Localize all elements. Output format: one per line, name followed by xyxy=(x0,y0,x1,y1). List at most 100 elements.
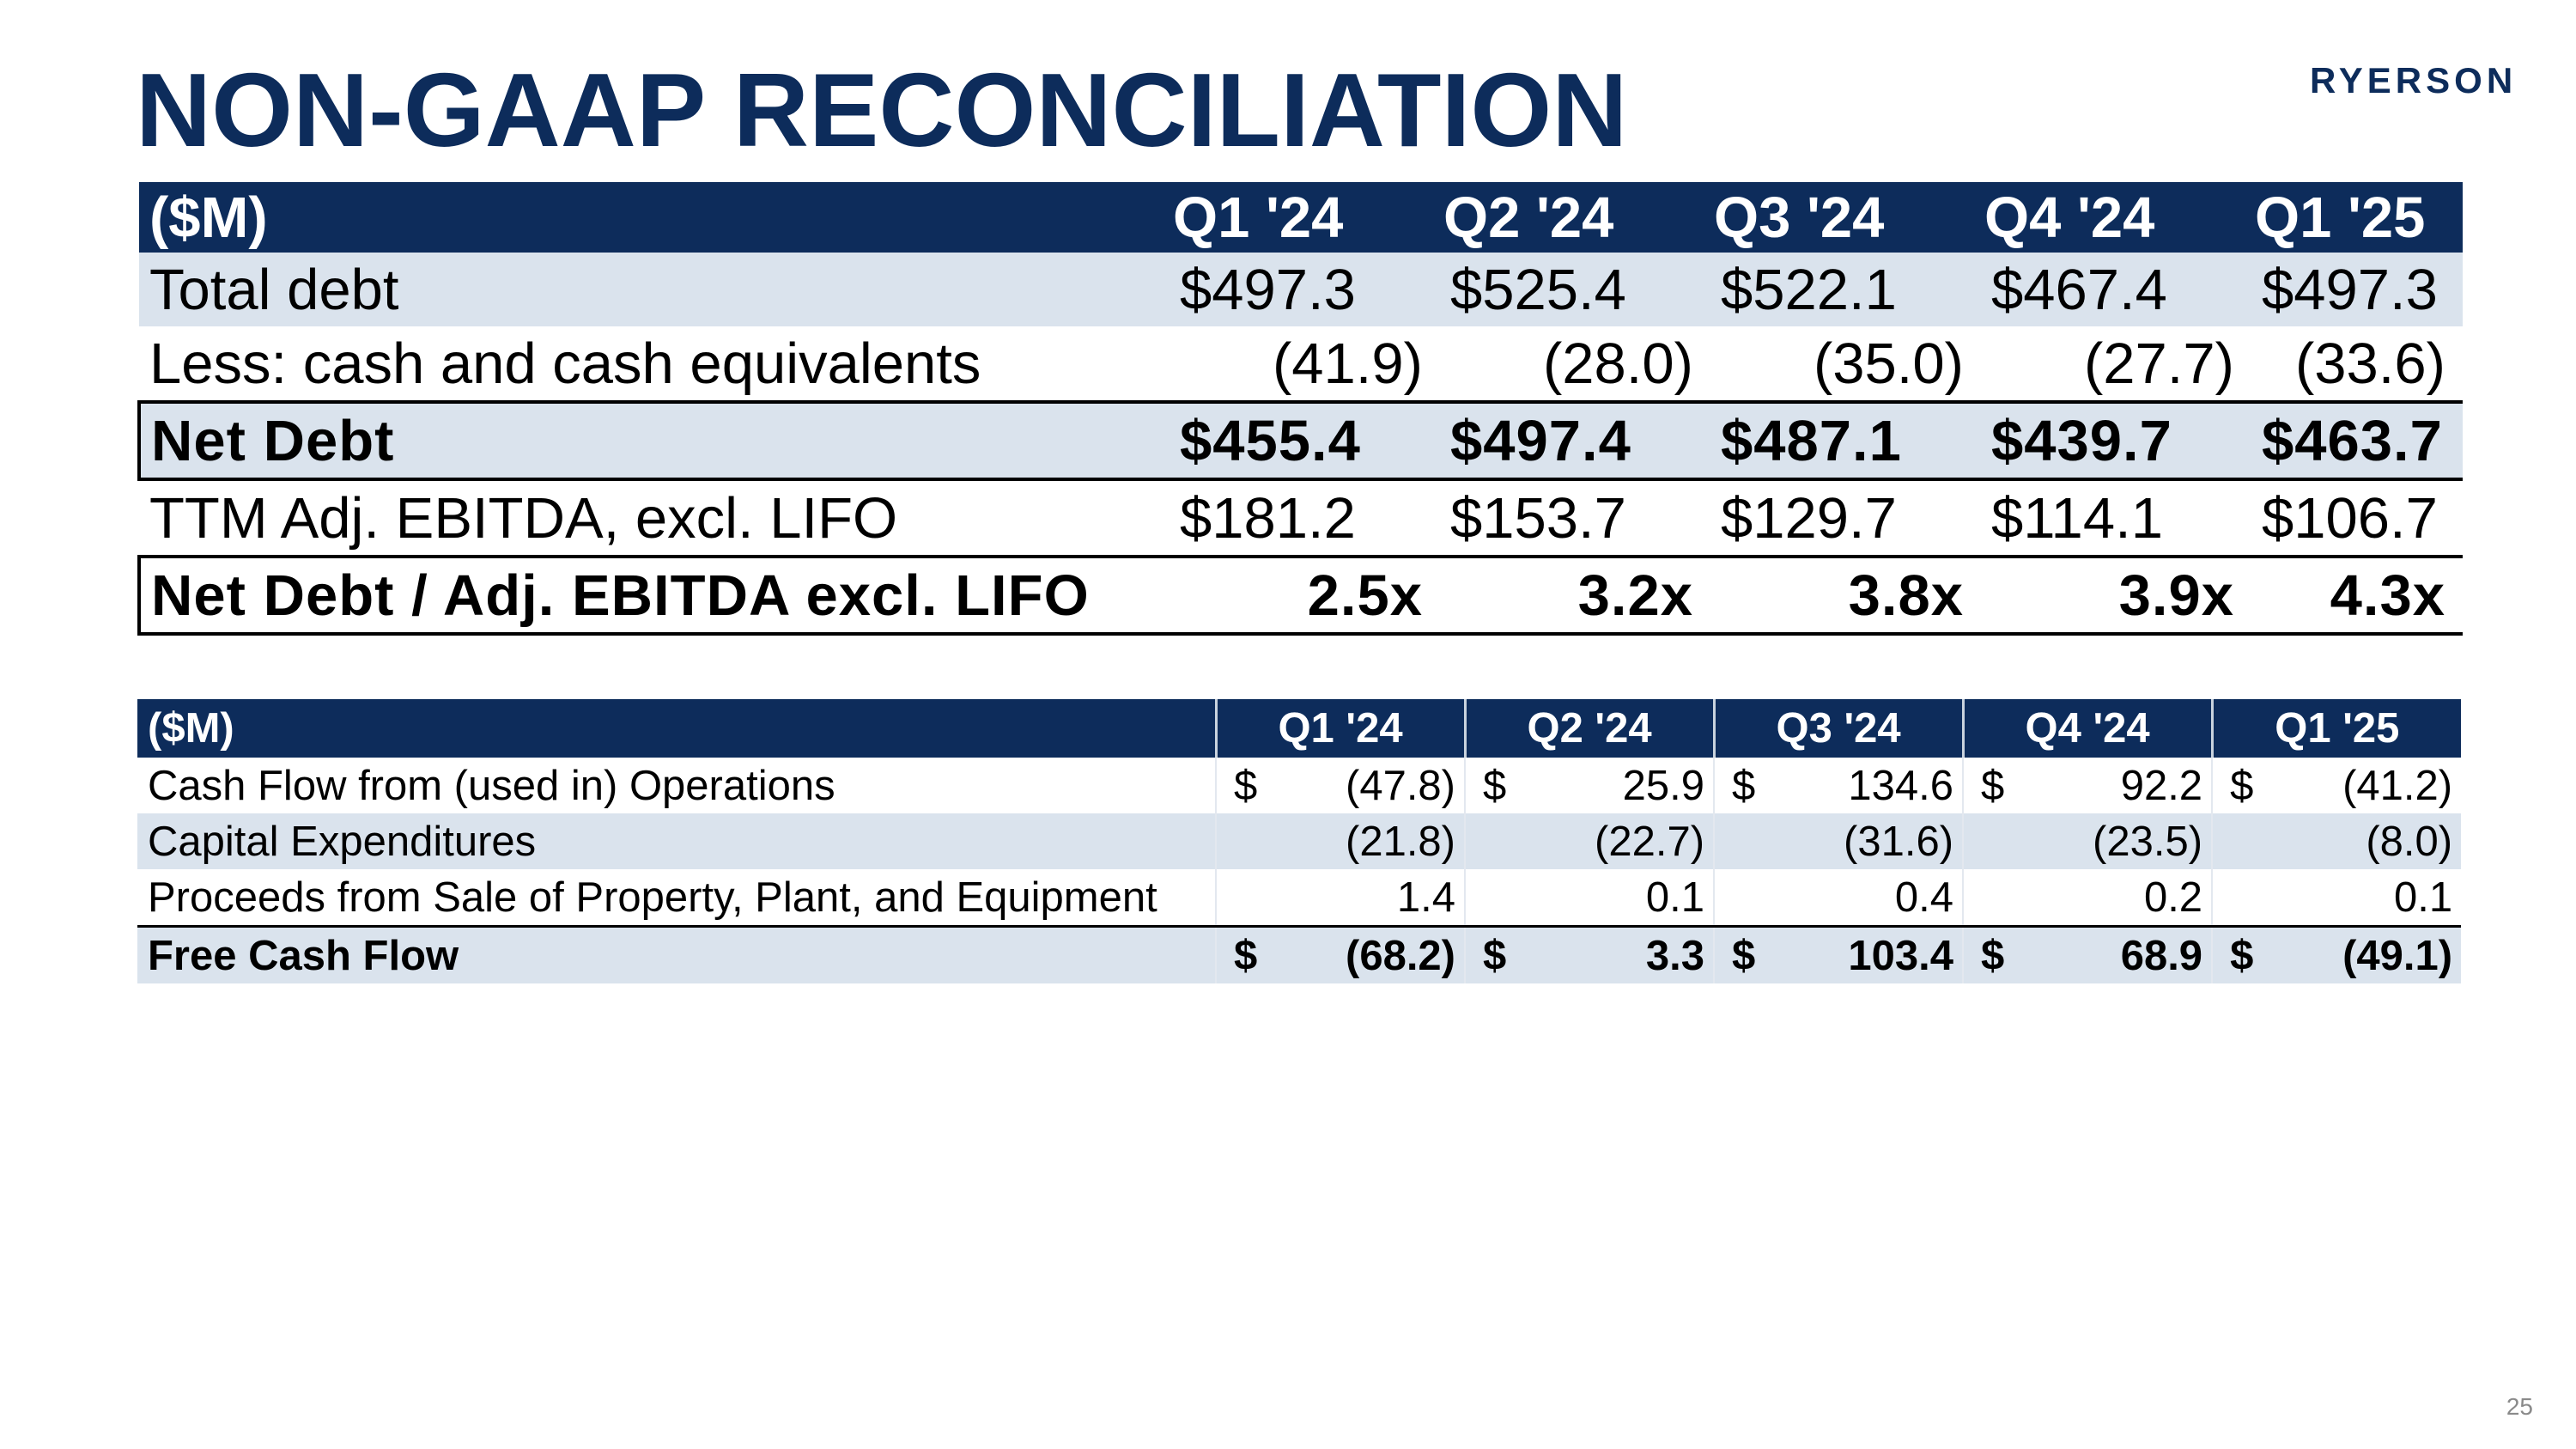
table-row-free-cash-flow: Free Cash Flow $ (68.2) $ 3.3 $ 103.4 $ … xyxy=(137,925,2462,983)
column-header-units: ($M) xyxy=(149,185,268,250)
cell-value: $487.1 xyxy=(1710,400,1981,481)
currency-symbol: $ xyxy=(1713,925,1766,983)
cell-value: (33.6) xyxy=(2294,331,2445,396)
column-header-q3-24: Q3 '24 xyxy=(1714,185,1885,250)
column-header-q1-24: Q1 '24 xyxy=(1173,185,1344,250)
cell-value: $525.4 xyxy=(1450,257,1626,322)
currency-symbol xyxy=(1215,813,1267,869)
cell-value: (8.0) xyxy=(2366,818,2453,865)
cell-value: $463.7 xyxy=(2251,400,2463,481)
cell-value: (21.8) xyxy=(1346,818,1456,865)
row-label: TTM Adj. EBITDA, excl. LIFO xyxy=(149,485,898,551)
cell-value: 3.3 xyxy=(1516,925,1715,983)
cell-value: $455.4 xyxy=(1170,400,1440,481)
page-title: NON-GAAP RECONCILIATION xyxy=(136,52,1628,168)
cell-value: 0.4 xyxy=(1894,874,1954,921)
cell-value: $497.3 xyxy=(1180,257,1356,322)
cell-value: 0.1 xyxy=(1645,874,1705,921)
currency-symbol: $ xyxy=(1215,925,1267,983)
cell-value: $439.7 xyxy=(1981,400,2251,481)
table-row: Proceeds from Sale of Property, Plant, a… xyxy=(137,869,2461,927)
cell-value: $497.3 xyxy=(2262,257,2438,322)
cell-value: 1.4 xyxy=(1396,874,1456,921)
cell-value: (41.2) xyxy=(2342,762,2453,809)
cell-value: 103.4 xyxy=(1765,925,1964,983)
currency-symbol: $ xyxy=(1464,758,1517,813)
currency-symbol: $ xyxy=(1215,758,1267,813)
cell-value: $467.4 xyxy=(1991,257,2167,322)
table-row-net-debt: Net Debt $455.4 $497.4 $487.1 $439.7 $46… xyxy=(137,400,2463,481)
cell-value: $153.7 xyxy=(1450,485,1626,551)
currency-symbol xyxy=(1464,869,1517,927)
cell-value: $114.1 xyxy=(1991,485,2163,551)
cell-value: (49.1) xyxy=(2263,925,2462,983)
row-label: Free Cash Flow xyxy=(137,925,1216,983)
cell-value: (22.7) xyxy=(1595,818,1705,865)
table-header-row: ($M) Q1 '24 Q2 '24 Q3 '24 Q4 '24 Q1 '25 xyxy=(139,182,2463,253)
table-header-row: ($M) Q1 '24 Q2 '24 Q3 '24 Q4 '24 Q1 '25 xyxy=(137,699,2462,758)
cell-value: (23.5) xyxy=(2093,818,2203,865)
row-label: Total debt xyxy=(149,257,399,322)
page-number: 25 xyxy=(2506,1393,2533,1420)
currency-symbol: $ xyxy=(1962,758,2015,813)
cell-value: 68.9 xyxy=(2014,925,2213,983)
cell-value: $129.7 xyxy=(1721,485,1897,551)
currency-symbol: $ xyxy=(1713,758,1766,813)
table-row: Cash Flow from (used in) Operations $ (4… xyxy=(137,758,2461,813)
cell-value: 3.2x xyxy=(1440,555,1710,636)
net-debt-table: ($M) Q1 '24 Q2 '24 Q3 '24 Q4 '24 Q1 '25 … xyxy=(137,182,2463,636)
currency-symbol: $ xyxy=(1464,925,1517,983)
cell-value: 0.2 xyxy=(2143,874,2203,921)
cell-value: (68.2) xyxy=(1267,925,1466,983)
cell-value: (27.7) xyxy=(2083,331,2234,396)
row-label: Net Debt / Adj. EBITDA excl. LIFO xyxy=(137,555,1170,636)
cell-value: (35.0) xyxy=(1813,331,1964,396)
column-header-q4-24: Q4 '24 xyxy=(1984,185,2155,250)
currency-symbol xyxy=(2211,813,2264,869)
currency-symbol xyxy=(1713,813,1766,869)
cell-value: 25.9 xyxy=(1622,762,1705,809)
currency-symbol xyxy=(1464,813,1517,869)
column-header-q2-24: Q2 '24 xyxy=(1463,699,1715,758)
cell-value: 3.8x xyxy=(1710,555,1981,636)
free-cash-flow-table: ($M) Q1 '24 Q2 '24 Q3 '24 Q4 '24 Q1 '25 … xyxy=(137,699,2462,983)
row-label: Capital Expenditures xyxy=(148,818,537,865)
row-label: Less: cash and cash equivalents xyxy=(149,331,981,396)
cell-value: $106.7 xyxy=(2262,485,2438,551)
currency-symbol: $ xyxy=(2211,925,2264,983)
cell-value: (47.8) xyxy=(1346,762,1456,809)
column-header-q3-24: Q3 '24 xyxy=(1712,699,1964,758)
table-row: TTM Adj. EBITDA, excl. LIFO $181.2 $153.… xyxy=(139,479,2463,557)
cell-value: $522.1 xyxy=(1721,257,1897,322)
column-header-q1-24: Q1 '24 xyxy=(1214,699,1466,758)
cell-value: (31.6) xyxy=(1844,818,1954,865)
cell-value: 134.6 xyxy=(1848,762,1954,809)
cell-value: (41.9) xyxy=(1272,331,1423,396)
column-header-q1-25: Q1 '25 xyxy=(2255,185,2426,250)
column-header-units: ($M) xyxy=(148,705,234,752)
cell-value: $181.2 xyxy=(1180,485,1356,551)
row-label: Proceeds from Sale of Property, Plant, a… xyxy=(148,874,1157,921)
column-header-q1-25: Q1 '25 xyxy=(2210,699,2462,758)
cell-value: 4.3x xyxy=(2251,555,2463,636)
currency-symbol: $ xyxy=(1962,925,2015,983)
ryerson-logo: RYERSON xyxy=(2310,60,2518,100)
cell-value: 3.9x xyxy=(1981,555,2251,636)
cell-value: 2.5x xyxy=(1170,555,1440,636)
cell-value: (28.0) xyxy=(1542,331,1693,396)
currency-symbol xyxy=(1713,869,1766,927)
cell-value: 92.2 xyxy=(2120,762,2203,809)
cell-value: $497.4 xyxy=(1440,400,1710,481)
currency-symbol: $ xyxy=(2211,758,2264,813)
currency-symbol xyxy=(1962,813,2015,869)
row-label: Net Debt xyxy=(137,400,1170,481)
currency-symbol xyxy=(2211,869,2264,927)
table-row: Capital Expenditures (21.8) (22.7) (31.6… xyxy=(137,813,2462,869)
column-header-q4-24: Q4 '24 xyxy=(1961,699,2213,758)
table-row: Total debt $497.3 $525.4 $522.1 $467.4 $… xyxy=(139,253,2463,326)
row-label: Cash Flow from (used in) Operations xyxy=(148,762,835,809)
currency-symbol xyxy=(1962,869,2015,927)
cell-value: 0.1 xyxy=(2393,874,2453,921)
column-header-q2-24: Q2 '24 xyxy=(1443,185,1614,250)
table-row: Less: cash and cash equivalents (41.9) (… xyxy=(139,326,2463,402)
